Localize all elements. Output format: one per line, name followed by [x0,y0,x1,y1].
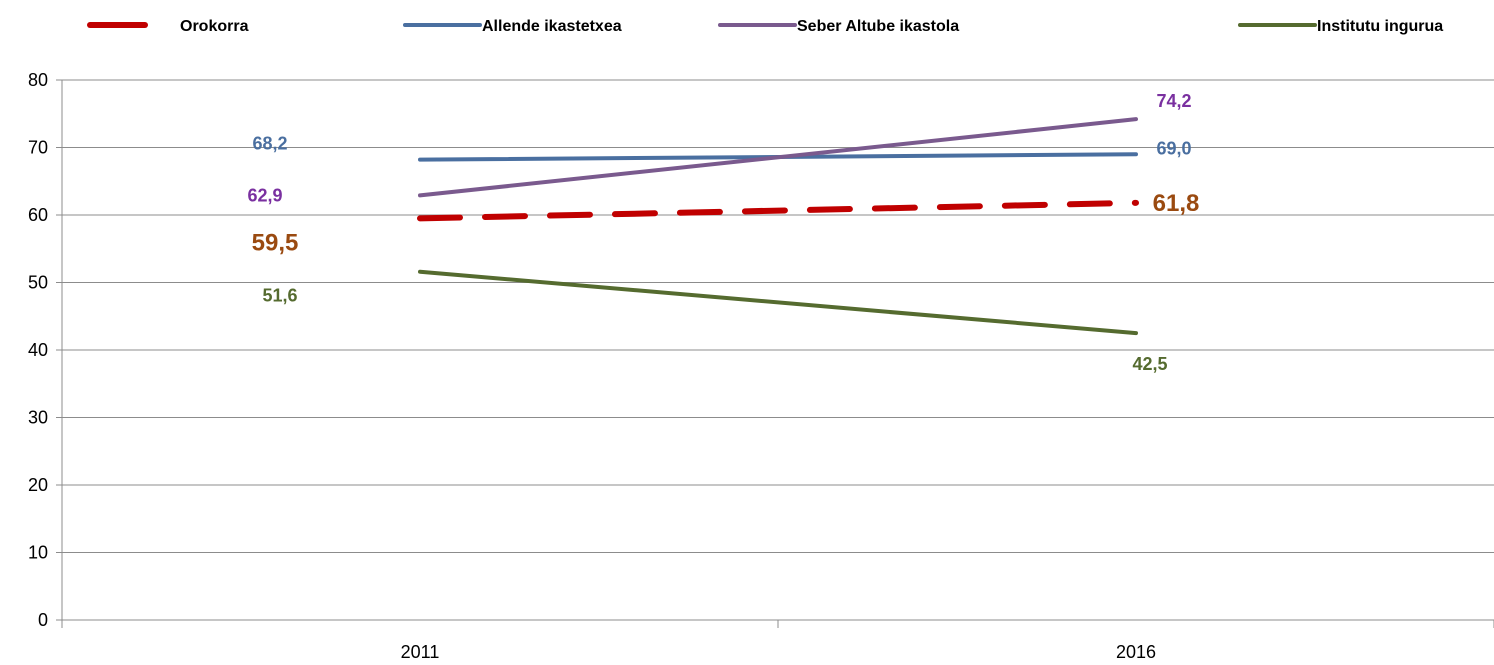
data-label-0-1: 61,8 [1153,190,1200,217]
series-line-3 [418,269,1138,336]
chart-series [417,117,1139,336]
legend-label-0: Orokorra [180,18,249,35]
data-label-3-0: 51,6 [262,286,297,306]
y-tick-label-80: 80 [28,70,48,90]
chart-axes: 0 10 20 30 40 50 60 70 80 2011 2016 [28,70,1494,662]
chart-data-labels: 59,5 61,8 68,2 69,0 62,9 74,2 51,6 42,5 [247,91,1199,374]
data-label-1-0: 68,2 [252,134,287,154]
y-tick-label-70: 70 [28,138,48,158]
data-label-2-0: 62,9 [247,185,282,205]
y-tick-label-20: 20 [28,475,48,495]
x-tick-label-2011: 2011 [401,642,440,662]
y-tick-label-40: 40 [28,340,48,360]
data-label-2-1: 74,2 [1156,91,1191,111]
x-tick-label-2016: 2016 [1116,642,1156,662]
y-tick-label-50: 50 [28,273,48,293]
legend-label-3: Institutu ingurua [1317,18,1443,35]
chart-legend: Orokorra Allende ikastetxea Seber Altube i… [87,18,1443,35]
chart-gridlines [62,79,1494,553]
legend-label-1: Allende ikastetxea [482,18,622,35]
y-tick-label-60: 60 [28,205,48,225]
data-label-3-1: 42,5 [1132,354,1167,374]
y-tick-label-30: 30 [28,408,48,428]
series-line-2 [418,117,1138,198]
y-tick-label-0: 0 [38,610,48,630]
legend-label-2: Seber Altube ikastola [797,18,959,35]
y-tick-label-10: 10 [28,543,48,563]
series-line-0 [417,199,1139,222]
data-label-1-1: 69,0 [1156,138,1191,158]
data-label-0-0: 59,5 [252,229,299,256]
